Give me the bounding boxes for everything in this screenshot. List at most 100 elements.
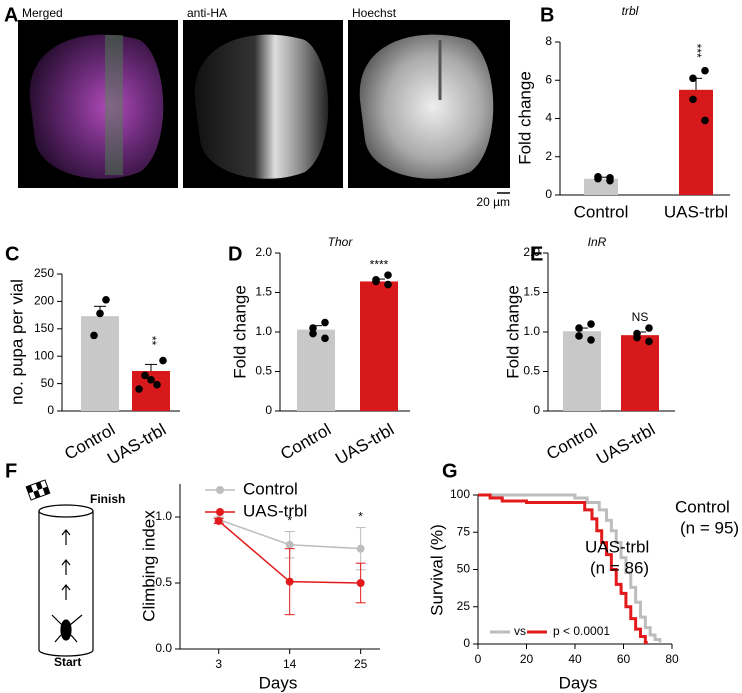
y-tick-label: 1.5	[523, 285, 540, 299]
scale-bar-label: 20 µm	[476, 195, 510, 209]
chart-title: trbl	[622, 4, 639, 18]
x-tick-label: 14	[283, 657, 297, 671]
image-label: Merged	[22, 6, 63, 20]
y-tick-label: 200	[34, 294, 54, 308]
y-tick-label: 100	[34, 348, 54, 362]
bar	[81, 316, 119, 411]
bar	[679, 89, 713, 195]
climbing-vial	[38, 504, 94, 657]
image-label: Hoechst	[352, 6, 397, 20]
wing-disc	[29, 34, 164, 179]
data-point	[633, 333, 641, 342]
y-tick-label: 1.0	[255, 324, 272, 338]
data-point	[90, 331, 98, 340]
data-point	[689, 95, 697, 104]
data-point	[372, 277, 380, 286]
y-tick-label: 2.0	[523, 245, 540, 259]
bar	[297, 329, 335, 411]
x-axis-label: Days	[559, 673, 598, 692]
y-tick-label: 150	[34, 321, 54, 335]
significance: **	[145, 336, 159, 346]
x-tick-label: 60	[617, 652, 631, 666]
y-tick-label: 2	[545, 149, 552, 163]
y-tick-label: 0	[47, 403, 54, 417]
y-tick-label: 0.5	[255, 364, 272, 378]
y-tick-label: 2.0	[255, 245, 272, 259]
x-tick-label: 3	[215, 657, 222, 671]
data-point	[645, 337, 653, 346]
chart-title: InR	[588, 235, 607, 249]
y-tick-label: 0.0	[155, 641, 172, 655]
y-tick-label: 1.0	[523, 324, 540, 338]
y-tick-label: 0	[533, 403, 540, 417]
y-axis-label: Survival (%)	[427, 524, 446, 616]
significance: *	[287, 514, 292, 528]
x-tick-label: Control	[543, 420, 600, 464]
significance: NS	[632, 310, 649, 324]
y-tick-label: 4	[545, 111, 552, 125]
data-point	[135, 385, 143, 393]
y-tick-label: 0	[545, 187, 552, 201]
data-point	[309, 329, 317, 338]
data-point	[356, 579, 365, 587]
y-tick-label: 100	[450, 487, 470, 501]
x-tick-label: 25	[354, 657, 368, 671]
data-point	[102, 295, 110, 304]
y-tick-label: 8	[545, 34, 552, 48]
legend-marker	[216, 508, 224, 516]
data-point	[96, 309, 104, 318]
significance: *	[358, 510, 363, 524]
curve-n: (n = 86)	[590, 558, 649, 577]
y-axis-label: Climbing index	[139, 510, 158, 622]
wing-disc	[359, 34, 494, 179]
finish-label: Finish	[90, 492, 125, 506]
chart-title: Thor	[328, 235, 354, 249]
data-point	[285, 577, 294, 586]
image-label: anti-HA	[187, 6, 227, 20]
data-point	[594, 173, 602, 181]
data-point	[384, 271, 392, 279]
ha-stripe	[105, 35, 123, 175]
panel-label: B	[540, 4, 554, 26]
x-tick-label: UAS-trbl	[332, 420, 397, 469]
data-point	[575, 332, 583, 340]
start-label: Start	[54, 655, 81, 669]
data-point	[153, 380, 161, 389]
x-tick-label: Control	[574, 202, 629, 221]
p-value: p < 0.0001	[553, 624, 610, 638]
x-tick-label: 40	[568, 652, 582, 666]
data-point	[321, 334, 329, 343]
legend-label: Control	[243, 479, 298, 498]
checkered-flag	[25, 479, 51, 501]
wing-disc	[194, 34, 329, 179]
data-point	[159, 356, 167, 365]
data-point	[285, 540, 294, 549]
y-axis-label: Fold change	[503, 285, 522, 379]
data-point	[587, 336, 595, 344]
panel-label: F	[5, 460, 17, 482]
data-point	[645, 324, 653, 332]
bar	[360, 281, 398, 411]
data-point	[309, 324, 317, 332]
bar	[621, 335, 659, 411]
panel-label: C	[5, 243, 19, 265]
data-point	[384, 280, 392, 289]
data-point	[587, 320, 595, 328]
y-tick-label: 0.5	[523, 364, 540, 378]
x-tick-label: 20	[520, 652, 534, 666]
data-point	[214, 516, 223, 525]
y-tick-label: 0	[265, 403, 272, 417]
x-axis-label: Days	[259, 673, 298, 692]
y-tick-label: 6	[545, 72, 552, 86]
data-point	[141, 371, 149, 380]
y-tick-label: 0.5	[155, 575, 172, 589]
x-tick-label: UAS-trbl	[593, 420, 658, 469]
y-tick-label: 1.5	[255, 285, 272, 299]
y-tick-label: 0	[463, 636, 470, 650]
panel-label: D	[228, 243, 242, 265]
panel-label: G	[442, 460, 458, 482]
x-tick-label: 0	[475, 652, 482, 666]
data-point	[356, 544, 365, 553]
